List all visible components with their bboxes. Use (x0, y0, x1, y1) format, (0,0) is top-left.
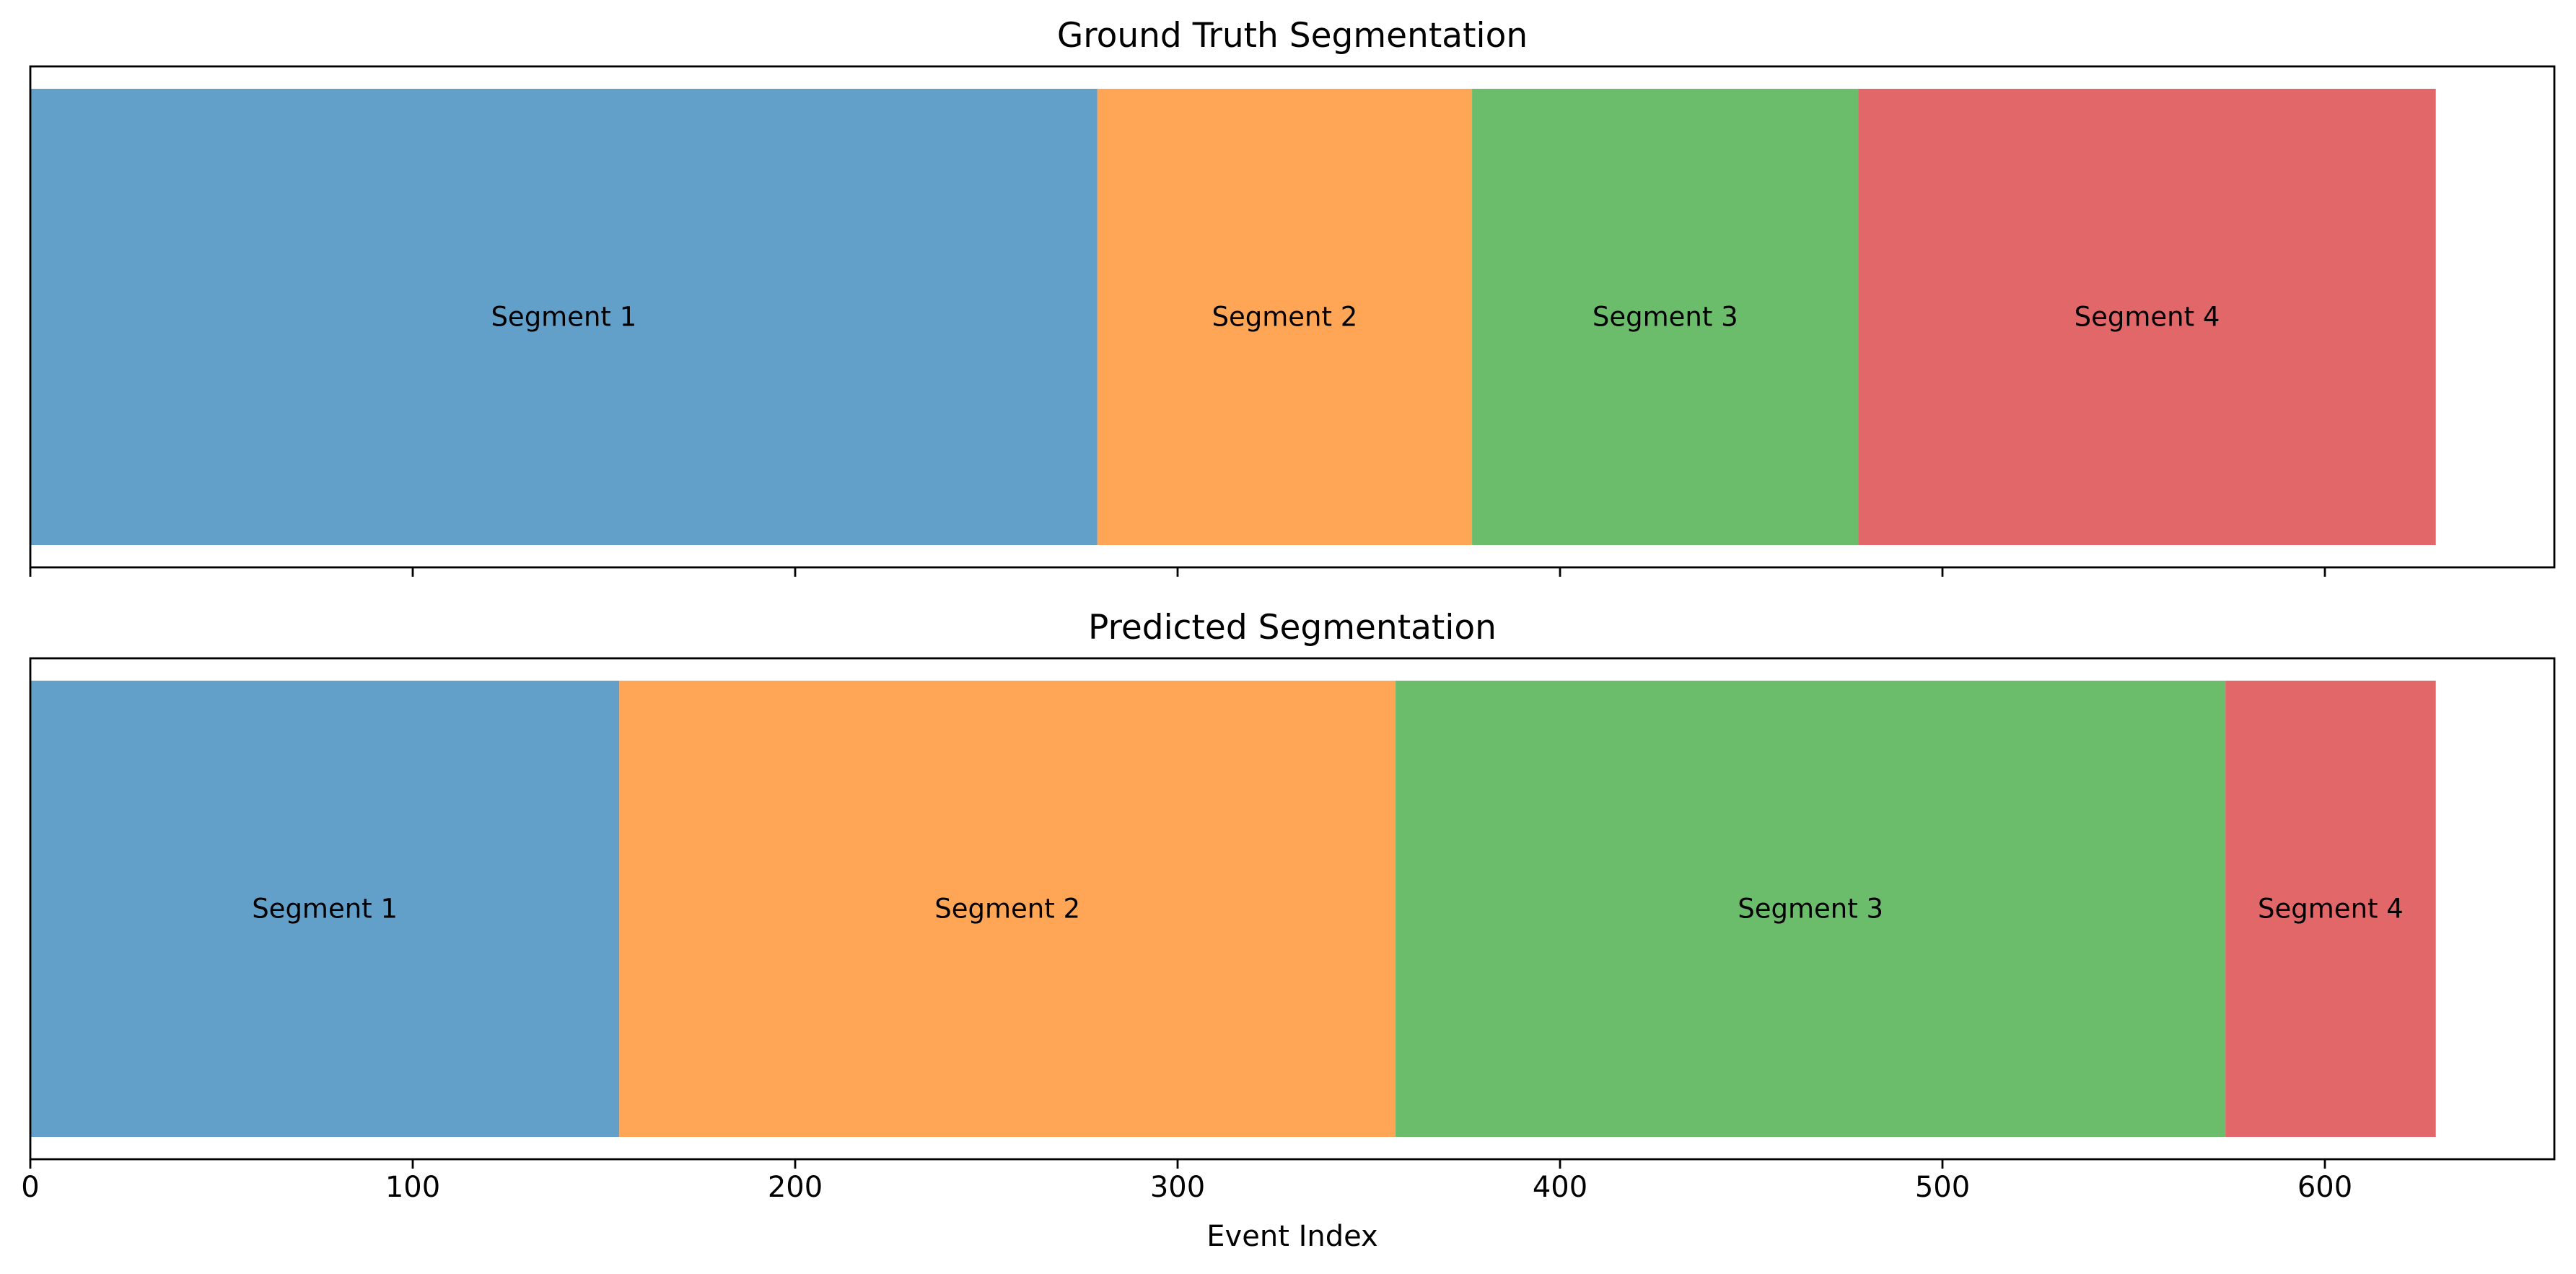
predicted-segments: Segment 1 Segment 2 Segment 3 Segment 4 (30, 681, 2436, 1137)
segment-label-2: Segment 2 (1212, 302, 1357, 333)
ground-truth-panel: Ground Truth Segmentation Segment 1 Segme… (29, 16, 2556, 577)
x-tick-label: 0 (21, 1171, 39, 1204)
segment-bar-1 (30, 681, 620, 1137)
segment-bar-2 (619, 681, 1396, 1137)
segment-label-1: Segment 1 (491, 302, 636, 333)
x-tick-label: 500 (1915, 1171, 1970, 1204)
segment-label-2: Segment 2 (934, 894, 1080, 925)
predicted-axes-frame (29, 657, 2556, 1161)
segment-bar-2 (1097, 89, 1473, 545)
segment-label-4: Segment 4 (2258, 894, 2404, 925)
segment-bar-4 (1858, 89, 2436, 545)
x-tick-label: 400 (1533, 1171, 1587, 1204)
predicted-title: Predicted Segmentation (1088, 608, 1497, 647)
ground-truth-title: Ground Truth Segmentation (1057, 16, 1528, 56)
predicted-panel: Predicted Segmentation Segment 1 Segment … (21, 608, 2556, 1253)
segment-bar-3 (1396, 681, 2226, 1137)
segment-bar-3 (1472, 89, 1859, 545)
segment-bar-1 (30, 89, 1098, 545)
x-axis-label: Event Index (1206, 1220, 1377, 1253)
ground-truth-x-ticks (29, 567, 2326, 577)
segment-bar-4 (2225, 681, 2436, 1137)
x-tick-label: 300 (1150, 1171, 1205, 1204)
segment-label-1: Segment 1 (252, 894, 398, 925)
x-tick-label: 600 (2297, 1171, 2352, 1204)
segment-label-3: Segment 3 (1738, 894, 1883, 925)
x-tick-label: 100 (385, 1171, 440, 1204)
segment-label-3: Segment 3 (1593, 302, 1738, 333)
predicted-x-ticks: 0 100 200 300 400 500 600 (21, 1159, 2352, 1204)
ground-truth-segments: Segment 1 Segment 2 Segment 3 Segment 4 (30, 89, 2436, 545)
segment-label-4: Segment 4 (2075, 302, 2220, 333)
x-tick-label: 200 (768, 1171, 823, 1204)
ground-truth-axes-frame (29, 65, 2556, 569)
